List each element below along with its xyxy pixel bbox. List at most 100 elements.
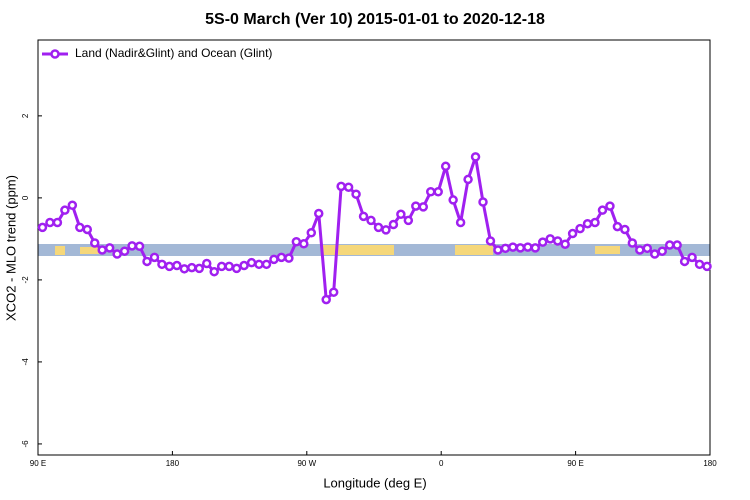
point bbox=[321, 294, 331, 305]
point bbox=[381, 225, 391, 235]
point bbox=[463, 174, 473, 185]
point bbox=[119, 246, 130, 256]
point bbox=[642, 243, 653, 254]
y-tick-label: -4 bbox=[21, 358, 30, 366]
point bbox=[620, 224, 630, 235]
point bbox=[455, 217, 466, 228]
point bbox=[313, 208, 324, 219]
chart-title: 5S-0 March (Ver 10) 2015-01-01 to 2020-1… bbox=[205, 11, 545, 28]
point bbox=[216, 261, 227, 272]
land bbox=[455, 245, 493, 255]
point bbox=[418, 202, 429, 212]
point bbox=[336, 181, 346, 192]
point bbox=[52, 217, 63, 228]
point bbox=[75, 222, 85, 233]
point bbox=[590, 217, 600, 228]
x-axis-label: Longitude (deg E) bbox=[323, 475, 426, 490]
land bbox=[55, 246, 65, 255]
point bbox=[702, 261, 712, 272]
point bbox=[97, 245, 107, 255]
point bbox=[649, 249, 660, 259]
point bbox=[687, 252, 697, 263]
point bbox=[523, 242, 533, 252]
point bbox=[635, 245, 645, 255]
point bbox=[493, 245, 503, 255]
point bbox=[134, 241, 145, 252]
point bbox=[448, 195, 458, 205]
point bbox=[157, 259, 167, 270]
point bbox=[500, 243, 511, 254]
point bbox=[366, 215, 376, 226]
point bbox=[179, 264, 190, 274]
y-tick-label: -2 bbox=[21, 276, 30, 284]
land bbox=[595, 246, 620, 254]
x-tick-label: 0 bbox=[439, 459, 444, 468]
point bbox=[672, 240, 682, 250]
point bbox=[261, 259, 272, 270]
point bbox=[246, 257, 257, 268]
y-tick-label: 0 bbox=[21, 195, 30, 200]
point bbox=[224, 261, 234, 272]
point bbox=[627, 238, 638, 248]
point bbox=[104, 243, 115, 253]
point bbox=[515, 243, 526, 253]
x-tick-label: 90 E bbox=[30, 459, 46, 468]
x-tick-label: 180 bbox=[166, 459, 180, 468]
point bbox=[575, 223, 585, 234]
point bbox=[373, 222, 384, 233]
x-tick-label: 90 W bbox=[297, 459, 316, 468]
point bbox=[560, 239, 570, 249]
point bbox=[396, 209, 406, 220]
point bbox=[254, 259, 264, 270]
point bbox=[89, 238, 100, 248]
point bbox=[127, 241, 137, 251]
legend-label: Land (Nadir&Glint) and Ocean (Glint) bbox=[75, 46, 272, 60]
point bbox=[60, 205, 70, 215]
point bbox=[239, 260, 249, 271]
point bbox=[82, 224, 93, 235]
x-tick-label: 180 bbox=[703, 459, 717, 468]
point bbox=[112, 249, 122, 259]
point bbox=[612, 221, 623, 232]
point bbox=[478, 197, 488, 207]
y-tick-label: 2 bbox=[21, 113, 30, 118]
point bbox=[530, 243, 541, 253]
point bbox=[299, 239, 309, 249]
reference-band bbox=[38, 244, 710, 256]
plot-frame bbox=[37, 39, 711, 456]
point bbox=[679, 256, 690, 267]
point bbox=[567, 228, 578, 239]
point bbox=[172, 260, 182, 271]
point bbox=[425, 186, 436, 197]
point bbox=[269, 254, 279, 265]
point bbox=[552, 236, 563, 246]
y-axis-label: XCO2 - MLO trend (ppm) bbox=[3, 175, 18, 321]
point bbox=[149, 252, 160, 263]
point bbox=[597, 205, 608, 215]
land bbox=[80, 247, 100, 254]
point bbox=[201, 258, 212, 269]
point bbox=[440, 161, 451, 172]
point bbox=[306, 227, 317, 238]
point bbox=[694, 259, 705, 270]
point bbox=[351, 189, 361, 199]
point bbox=[291, 237, 302, 247]
x-tick-label: 90 E bbox=[567, 459, 583, 468]
point bbox=[508, 242, 518, 252]
point bbox=[194, 263, 205, 274]
point bbox=[485, 236, 496, 246]
point bbox=[209, 266, 219, 277]
point bbox=[67, 200, 78, 211]
point bbox=[164, 261, 175, 272]
point bbox=[388, 219, 399, 230]
point bbox=[537, 237, 548, 247]
point bbox=[411, 201, 421, 211]
point bbox=[187, 262, 197, 273]
point bbox=[45, 217, 55, 228]
legend-marker bbox=[50, 49, 60, 59]
point bbox=[142, 256, 152, 267]
point bbox=[231, 263, 242, 274]
point bbox=[328, 287, 339, 297]
point bbox=[343, 182, 354, 192]
